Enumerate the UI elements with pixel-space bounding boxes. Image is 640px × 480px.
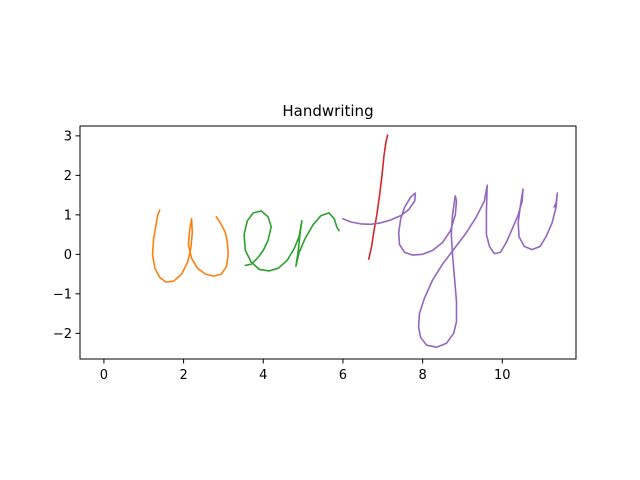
x-tick-label: 6 — [339, 368, 347, 383]
x-tick-label: 4 — [259, 368, 267, 383]
y-tick-label: −1 — [53, 287, 72, 302]
series-line-4 — [342, 184, 559, 349]
x-tick-label: 8 — [418, 368, 426, 383]
series-line-2 — [243, 210, 340, 272]
x-tick-label: 10 — [494, 368, 511, 383]
y-tick-label: −2 — [53, 327, 72, 342]
series-line-3 — [367, 134, 389, 260]
chart-title: Handwriting — [282, 102, 373, 120]
series-line-1 — [151, 209, 229, 283]
y-tick-label: 3 — [64, 129, 72, 144]
axes: 0 2 4 6 8 10 −2 −1 0 1 2 3 — [53, 125, 577, 383]
axes-frame — [79, 125, 577, 360]
y-tick-label: 2 — [64, 169, 72, 184]
y-tick-label: 0 — [64, 248, 72, 263]
y-tick-label: 1 — [64, 208, 72, 223]
x-tick-label: 2 — [179, 368, 187, 383]
plot-area — [151, 134, 559, 349]
x-tick-label: 0 — [100, 368, 108, 383]
